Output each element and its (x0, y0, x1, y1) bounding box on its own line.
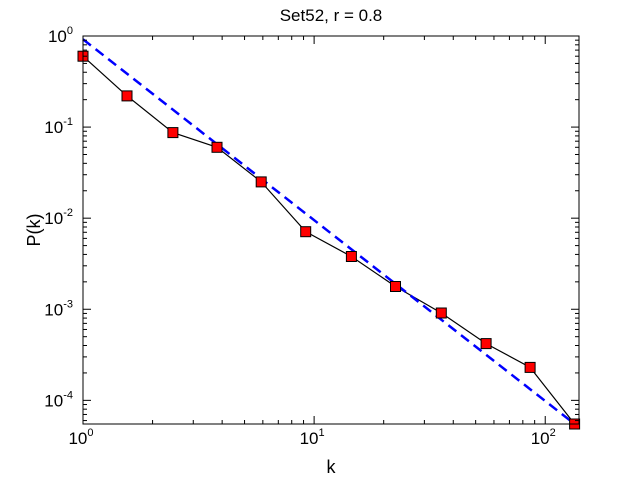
fit-line (82, 38, 576, 425)
y-tick-label: 10-3 (44, 298, 73, 319)
data-point (211, 141, 223, 153)
data-point (524, 361, 536, 373)
y-tick-label: 100 (48, 25, 73, 46)
data-point (435, 307, 447, 319)
data-point (390, 281, 401, 292)
y-tick-label: 10-1 (44, 116, 73, 137)
data-point (255, 176, 267, 188)
plot-area (83, 36, 579, 424)
x-axis-label: k (327, 457, 337, 477)
y-axis-label: P(k) (24, 214, 44, 247)
data-point (480, 338, 492, 350)
y-tick-label: 10-4 (44, 389, 73, 410)
plot-frame (82, 35, 580, 425)
x-tick-label: 102 (531, 427, 556, 448)
x-tick-label: 100 (68, 427, 93, 448)
data-point (345, 251, 357, 262)
chart-title: Set52, r = 0.8 (280, 6, 383, 25)
data-point (121, 90, 133, 102)
data-line (82, 55, 576, 425)
y-tick-label: 10-2 (44, 207, 73, 228)
data-point (300, 226, 312, 238)
x-tick-label: 101 (300, 427, 325, 448)
data-point (167, 127, 179, 139)
